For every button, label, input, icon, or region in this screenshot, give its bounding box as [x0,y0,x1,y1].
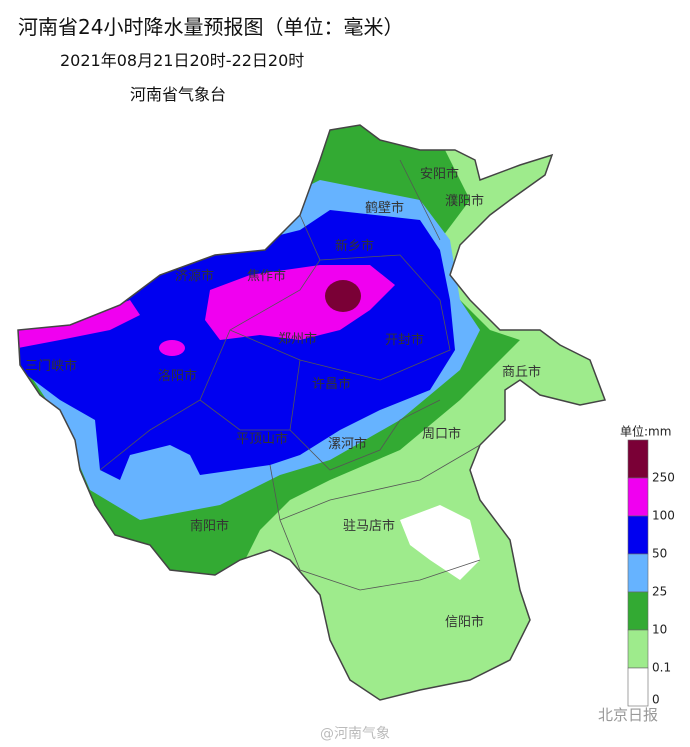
legend-swatch [627,477,649,517]
legend-swatch [627,515,649,555]
watermark: 北京日报 [598,706,658,724]
legend-swatch [627,629,649,669]
zone-maroon [325,280,361,312]
legend-level: 0.1 [652,661,671,675]
rain-zones [18,125,605,700]
city-label: 许昌市 [312,376,351,392]
city-label: 安阳市 [420,166,459,182]
border [199,399,290,431]
zone-magenta [159,340,185,356]
city-label: 平顶山市 [236,431,288,447]
legend-level: 100 [652,509,675,523]
city-label: 漯河市 [328,436,367,452]
legend: 250 100 50 25 10 0.1 0 [627,439,675,707]
city-label: 商丘市 [502,364,541,380]
city-label: 开封市 [385,332,424,348]
legend-level: 250 [652,471,675,485]
border [399,159,441,241]
city-label: 信阳市 [445,614,484,630]
city-label: 济源市 [175,268,214,284]
city-label: 郑州市 [278,331,317,347]
city-label: 驻马店市 [343,518,395,534]
map-title: 河南省24小时降水量预报图（单位：毫米） [18,15,403,39]
legend-level: 50 [652,547,667,561]
city-borders [99,159,481,591]
city-label: 新乡市 [335,238,374,254]
city-labels: 安阳市 鹤壁市 濮阳市 新乡市 济源市 焦作市 郑州市 开封市 三门峡市 洛阳市… [25,166,541,630]
city-label: 洛阳市 [158,368,197,384]
legend-level: 25 [652,585,667,599]
city-label: 三门峡市 [25,358,77,374]
city-label: 鹤壁市 [365,200,404,216]
legend-unit: 单位:mm [620,424,671,439]
city-label: 焦作市 [247,268,286,284]
map-period: 2021年08月21日20时-22日20时 [60,51,304,70]
legend-level: 10 [652,623,667,637]
border [279,519,481,591]
legend-level: 0 [652,693,660,707]
map-issuer: 河南省气象台 [130,85,226,104]
city-label: 周口市 [422,426,461,442]
zone-magenta [18,300,140,348]
legend-swatch [627,553,649,593]
city-label: 南阳市 [190,518,229,534]
watermark: @河南气象 [320,726,390,742]
city-label: 濮阳市 [445,193,484,209]
legend-swatch [627,667,649,707]
legend-swatch [627,591,649,631]
border [269,444,481,521]
legend-swatch [627,439,649,479]
zone-white [400,505,480,580]
border [289,359,441,471]
